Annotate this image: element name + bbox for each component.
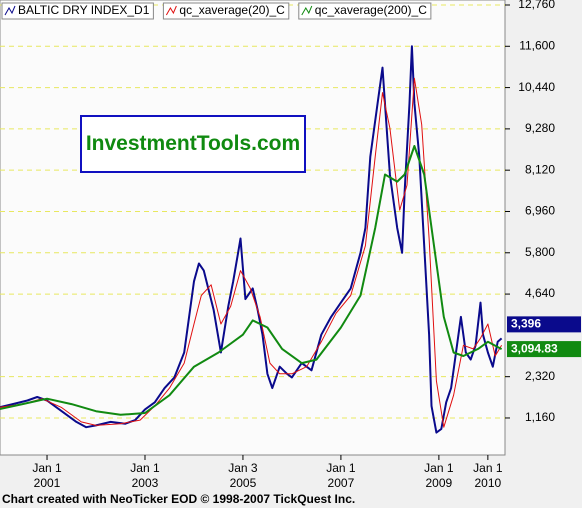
footer: Chart created with NeoTicker EOD © 1998-… (2, 492, 356, 506)
series-line (0, 145, 503, 416)
last-value-label: 3,094.83 (511, 341, 558, 355)
y-tick-label: 10,440 (518, 80, 555, 94)
legend-box (298, 2, 432, 20)
x-tick-label: Jan 1 2007 (326, 461, 356, 490)
y-tick-label: 4,640 (525, 286, 555, 300)
y-tick-label: 11,600 (519, 38, 555, 52)
last-value-box (507, 341, 581, 358)
legend-label: qc_xaverage(20)_C (179, 3, 285, 17)
x-tick-label: Jan 3 2005 (228, 461, 258, 490)
legend-box (162, 2, 290, 20)
y-tick-label: 8,120 (525, 162, 555, 176)
legend-swatch (4, 5, 16, 16)
plot-area (0, 0, 506, 456)
legend-item: qc_xaverage(20)_C (162, 2, 290, 20)
y-tick-label: 5,800 (525, 245, 555, 259)
y-tick-label: 6,960 (525, 204, 555, 218)
y-tick-label: 12,760 (518, 0, 555, 11)
watermark: InvestmentTools.com (80, 115, 306, 173)
legend-label: qc_xaverage(200)_C (315, 3, 427, 17)
x-tick-label: Jan 1 2003 (130, 461, 160, 490)
x-tick-label: Jan 1 2001 (32, 461, 62, 490)
legend-swatch (165, 5, 177, 16)
series-line (0, 77, 503, 428)
y-tick-label: 2,320 (525, 369, 555, 383)
legend-box (1, 2, 154, 20)
x-tick-label: Jan 1 2010 (473, 461, 503, 490)
legend-swatch (301, 5, 313, 16)
legend-item: qc_xaverage(200)_C (298, 2, 432, 20)
y-tick-label: 1,160 (525, 410, 555, 424)
last-value-label: 3,396 (511, 317, 541, 331)
legend-item: BALTIC DRY INDEX_D1 (1, 2, 154, 20)
legend-label: BALTIC DRY INDEX_D1 (18, 3, 150, 17)
y-tick-label: 9,280 (525, 121, 555, 135)
last-value-box (507, 316, 581, 333)
x-tick-label: Jan 1 2009 (424, 461, 454, 490)
